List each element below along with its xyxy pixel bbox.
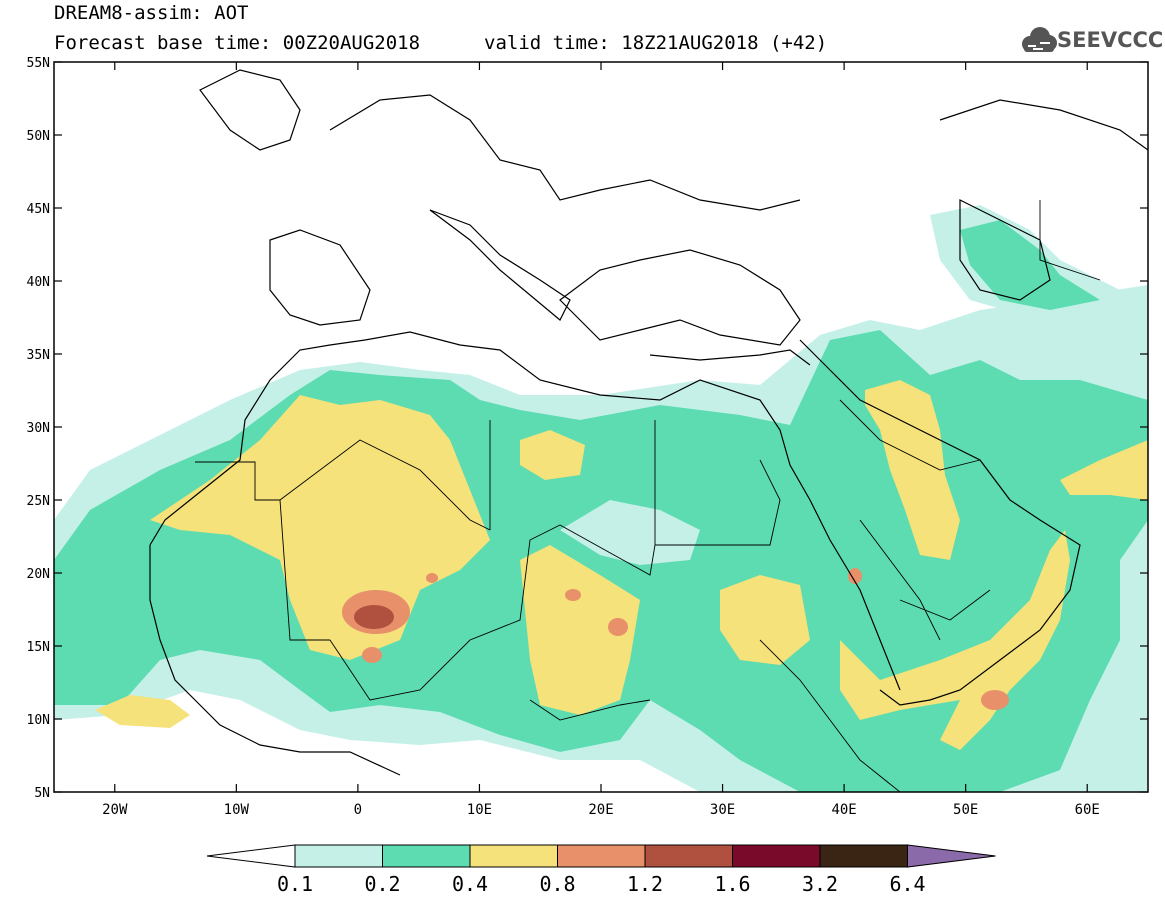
logo-text: SEEVCCC [1057, 28, 1164, 52]
lat-tick-label: 25N [27, 494, 50, 509]
lon-tick-label: 10W [224, 802, 250, 818]
colorbar-level-label: 0.4 [452, 872, 488, 896]
longitude-axis: 20W 10W 0 10E 20E 30E 40E 50E 60E [102, 62, 1100, 818]
colorbar-cell [557, 844, 646, 868]
aot-contour-0.2 [960, 220, 1100, 310]
aot-contour-0.4 [865, 380, 960, 560]
colorbar-min-arrow [206, 844, 296, 868]
aot-peak-somalia [981, 690, 1009, 710]
aot-peak-red-sea [848, 568, 862, 584]
colorbar-cell [469, 844, 558, 868]
colorbar-level-label: 3.2 [802, 872, 838, 896]
colorbar-level-label: 0.8 [539, 872, 575, 896]
aot-contour-0.4 [520, 545, 640, 715]
lat-tick-label: 5N [34, 786, 50, 801]
colorbar-cell [644, 844, 733, 868]
aot-contour-0.4 [840, 530, 1070, 750]
aot-contour-0.1 [560, 500, 700, 565]
lat-tick-label: 10N [27, 713, 50, 728]
aot-contour-0.4 [150, 395, 490, 660]
lat-tick-label: 20N [27, 567, 50, 582]
valid-time: valid time: 18Z21AUG2018 (+42) [484, 32, 828, 54]
colorbar-cells [206, 844, 996, 868]
aot-peak-core [354, 605, 394, 629]
lon-tick-label: 50E [953, 802, 978, 818]
chart-title: DREAM8-assim: AOT [54, 2, 249, 24]
aot-fill-layers [54, 69, 1148, 792]
country-borders [195, 200, 1101, 792]
latitude-axis: 55N 50N 45N 40N 35N 30N 25N 20N 15N 10N 5N [27, 56, 1148, 801]
colorbar-cell [819, 844, 908, 868]
colorbar-cell [382, 844, 471, 868]
lon-tick-label: 10E [467, 802, 492, 818]
lon-tick-label: 30E [710, 802, 735, 818]
aot-contour-0.4 [95, 695, 190, 728]
cloud-icon [1022, 27, 1057, 52]
colorbar-cell [294, 844, 383, 868]
lat-tick-label: 55N [27, 56, 50, 71]
aot-peak-niger [426, 573, 438, 583]
colorbar-level-label: 1.2 [627, 872, 663, 896]
colorbar-level-label: 6.4 [889, 872, 925, 896]
forecast-base-time: Forecast base time: 00Z20AUG2018 [54, 32, 421, 54]
lon-tick-label: 60E [1075, 802, 1100, 818]
colorbar-level-label: 0.1 [277, 872, 313, 896]
lat-tick-label: 30N [27, 421, 50, 436]
colorbar-labels: 0.1 0.2 0.4 0.8 1.2 1.6 3.2 6.4 [277, 872, 926, 896]
aot-peak-sahel-south [362, 647, 382, 663]
colorbar-level-label: 1.6 [714, 872, 750, 896]
lat-tick-label: 45N [27, 202, 50, 217]
coastlines [149, 69, 1148, 776]
aot-contour-0.4 [520, 430, 585, 480]
aot-contour-0.4 [1060, 440, 1148, 500]
colorbar-max-arrow [907, 844, 996, 868]
lat-tick-label: 40N [27, 275, 50, 290]
lon-tick-label: 0 [354, 802, 362, 818]
lat-tick-label: 15N [27, 640, 50, 655]
lat-tick-label: 50N [27, 129, 50, 144]
colorbar-level-label: 0.2 [364, 872, 400, 896]
lon-tick-label: 40E [831, 802, 856, 818]
lat-tick-label: 35N [27, 348, 50, 363]
aot-peak-chad [608, 618, 628, 636]
lon-tick-label: 20E [588, 802, 613, 818]
aot-peak-chad-north [565, 589, 581, 601]
aot-contour-0.4 [720, 575, 810, 665]
lon-tick-label: 20W [102, 802, 128, 818]
colorbar-cell [732, 844, 821, 868]
